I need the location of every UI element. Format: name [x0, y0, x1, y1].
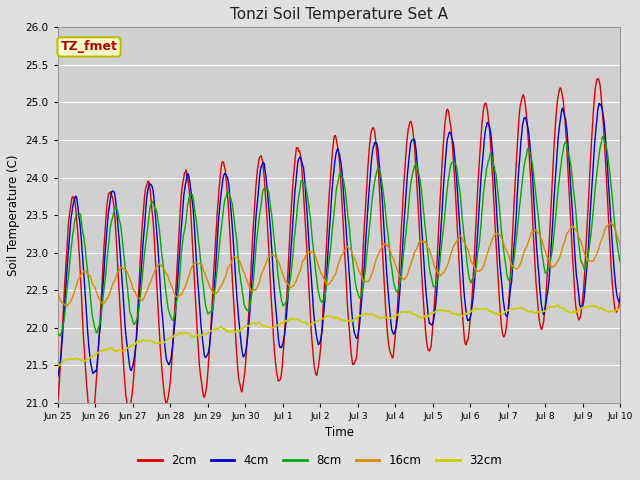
- Text: TZ_fmet: TZ_fmet: [61, 40, 118, 53]
- Legend: 2cm, 4cm, 8cm, 16cm, 32cm: 2cm, 4cm, 8cm, 16cm, 32cm: [134, 449, 506, 472]
- X-axis label: Time: Time: [324, 426, 353, 440]
- Title: Tonzi Soil Temperature Set A: Tonzi Soil Temperature Set A: [230, 7, 448, 22]
- Y-axis label: Soil Temperature (C): Soil Temperature (C): [7, 155, 20, 276]
